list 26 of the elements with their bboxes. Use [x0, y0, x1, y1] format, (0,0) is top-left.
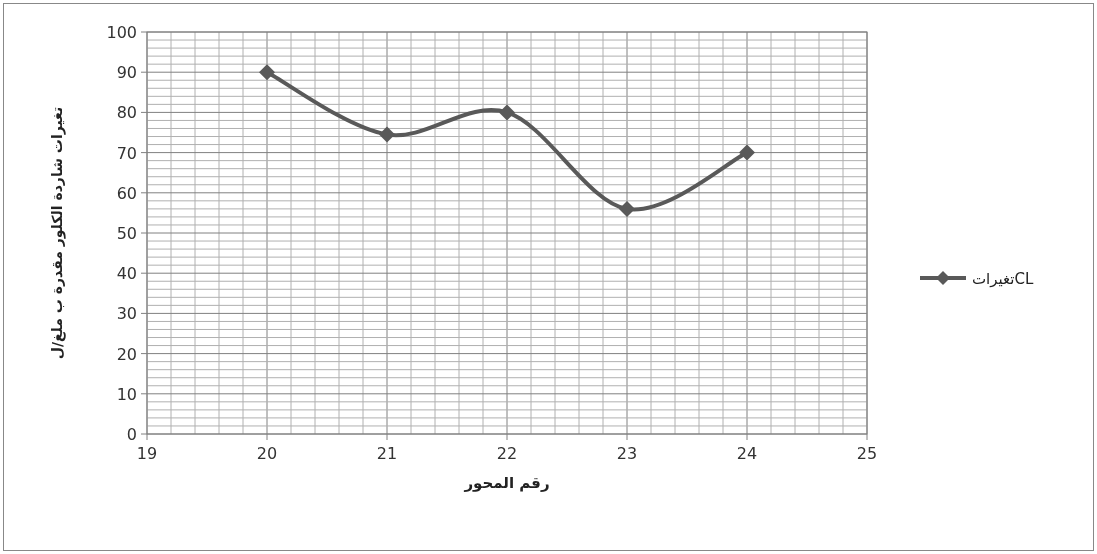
y-tick-label: 90	[116, 63, 137, 83]
point	[499, 104, 515, 121]
y-tick-label: 30	[116, 304, 137, 324]
point	[259, 64, 275, 81]
x-tick-label: 24	[736, 444, 758, 463]
x-tick-label: 22	[496, 444, 518, 463]
y-tick-label: 100	[106, 23, 137, 42]
y-tick-label: 40	[116, 264, 137, 284]
x-tick-label: 19	[136, 444, 158, 463]
y-tick-label: 60	[116, 183, 137, 203]
x-tick-label: 21	[376, 444, 398, 463]
y-tick-label: 10	[116, 384, 137, 404]
y-axis-title: تغيرات شاردة الكلور مقدرة ب ملغ/ل	[49, 106, 66, 360]
point	[379, 126, 395, 143]
y-tick-label: 70	[116, 143, 137, 163]
point	[619, 200, 635, 217]
legend-label: تغيراتCL	[972, 270, 1034, 288]
x-axis-title: رقم المحور	[463, 474, 550, 492]
y-tick-label: 80	[116, 103, 137, 123]
x-tick-label: 23	[616, 444, 638, 463]
x-tick-label: 20	[256, 444, 278, 463]
y-tick-label: 0	[126, 425, 137, 444]
x-tick-label: 25	[856, 444, 878, 463]
y-tick-label: 20	[116, 344, 137, 364]
point	[739, 144, 755, 161]
y-tick-label: 50	[116, 224, 137, 243]
